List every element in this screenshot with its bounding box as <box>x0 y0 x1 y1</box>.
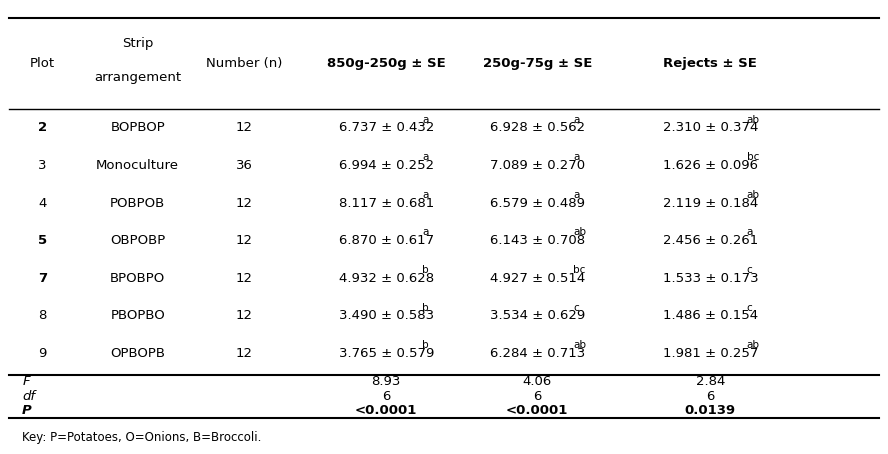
Text: 1.486 ± 0.154: 1.486 ± 0.154 <box>662 309 758 322</box>
Text: 9: 9 <box>38 347 47 360</box>
Text: 12: 12 <box>235 234 253 247</box>
Text: 6.994 ± 0.252: 6.994 ± 0.252 <box>338 159 434 172</box>
Text: F: F <box>22 375 30 388</box>
Text: ab: ab <box>747 340 759 350</box>
Text: 6.870 ± 0.617: 6.870 ± 0.617 <box>338 234 434 247</box>
Text: Strip: Strip <box>122 37 154 49</box>
Text: ab: ab <box>747 190 759 200</box>
Text: 12: 12 <box>235 272 253 285</box>
Text: ab: ab <box>747 114 759 124</box>
Text: 8.117 ± 0.681: 8.117 ± 0.681 <box>338 197 434 209</box>
Text: df: df <box>22 390 36 403</box>
Text: 3.765 ± 0.579: 3.765 ± 0.579 <box>338 347 434 360</box>
Text: <0.0001: <0.0001 <box>506 404 568 417</box>
Text: bc: bc <box>747 152 759 162</box>
Text: 4: 4 <box>38 197 47 209</box>
Text: 6.579 ± 0.489: 6.579 ± 0.489 <box>490 197 584 209</box>
Text: Plot: Plot <box>30 57 55 70</box>
Text: a: a <box>423 227 429 237</box>
Text: a: a <box>747 227 753 237</box>
Text: b: b <box>423 265 429 275</box>
Text: 1.626 ± 0.096: 1.626 ± 0.096 <box>663 159 757 172</box>
Text: 3: 3 <box>38 159 47 172</box>
Text: 2.119 ± 0.184: 2.119 ± 0.184 <box>662 197 758 209</box>
Text: BOPBOP: BOPBOP <box>110 121 165 134</box>
Text: 12: 12 <box>235 347 253 360</box>
Text: PBOPBO: PBOPBO <box>110 309 165 322</box>
Text: 12: 12 <box>235 121 253 134</box>
Text: <0.0001: <0.0001 <box>355 404 417 417</box>
Text: a: a <box>574 190 580 200</box>
Text: Key: P=Potatoes, O=Onions, B=Broccoli.: Key: P=Potatoes, O=Onions, B=Broccoli. <box>22 431 262 444</box>
Text: 8.93: 8.93 <box>371 375 401 388</box>
Text: 8: 8 <box>38 309 47 322</box>
Text: 850g-250g ± SE: 850g-250g ± SE <box>327 57 446 70</box>
Text: a: a <box>423 190 429 200</box>
Text: 6.284 ± 0.713: 6.284 ± 0.713 <box>489 347 585 360</box>
Text: 2.456 ± 0.261: 2.456 ± 0.261 <box>662 234 758 247</box>
Text: 36: 36 <box>235 159 253 172</box>
Text: b: b <box>423 303 429 313</box>
Text: 6.143 ± 0.708: 6.143 ± 0.708 <box>489 234 585 247</box>
Text: 7.089 ± 0.270: 7.089 ± 0.270 <box>489 159 585 172</box>
Text: 1.533 ± 0.173: 1.533 ± 0.173 <box>662 272 758 285</box>
Text: ab: ab <box>574 340 586 350</box>
Text: a: a <box>423 152 429 162</box>
Text: c: c <box>574 303 579 313</box>
Text: a: a <box>574 114 580 124</box>
Text: a: a <box>423 114 429 124</box>
Text: 5: 5 <box>38 234 47 247</box>
Text: b: b <box>423 340 429 350</box>
Text: a: a <box>574 152 580 162</box>
Text: Monoculture: Monoculture <box>96 159 179 172</box>
Text: 6: 6 <box>706 390 715 403</box>
Text: 3.534 ± 0.629: 3.534 ± 0.629 <box>489 309 585 322</box>
Text: BPOBPO: BPOBPO <box>110 272 165 285</box>
Text: Rejects ± SE: Rejects ± SE <box>663 57 757 70</box>
Text: 0.0139: 0.0139 <box>685 404 736 417</box>
Text: 6: 6 <box>533 390 542 403</box>
Text: POBPOB: POBPOB <box>110 197 165 209</box>
Text: c: c <box>747 303 752 313</box>
Text: 6.928 ± 0.562: 6.928 ± 0.562 <box>489 121 585 134</box>
Text: 4.927 ± 0.514: 4.927 ± 0.514 <box>489 272 585 285</box>
Text: 2.84: 2.84 <box>695 375 725 388</box>
Text: 2: 2 <box>38 121 47 134</box>
Text: 4.932 ± 0.628: 4.932 ± 0.628 <box>338 272 434 285</box>
Text: c: c <box>747 265 752 275</box>
Text: ab: ab <box>574 227 586 237</box>
Text: bc: bc <box>574 265 586 275</box>
Text: 1.981 ± 0.257: 1.981 ± 0.257 <box>662 347 758 360</box>
Text: 12: 12 <box>235 197 253 209</box>
Text: 250g-75g ± SE: 250g-75g ± SE <box>482 57 592 70</box>
Text: OBPOBP: OBPOBP <box>110 234 165 247</box>
Text: 12: 12 <box>235 309 253 322</box>
Text: 6: 6 <box>382 390 391 403</box>
Text: OPBOPB: OPBOPB <box>110 347 165 360</box>
Text: 3.490 ± 0.583: 3.490 ± 0.583 <box>338 309 434 322</box>
Text: 7: 7 <box>38 272 47 285</box>
Text: 2.310 ± 0.374: 2.310 ± 0.374 <box>662 121 758 134</box>
Text: 6.737 ± 0.432: 6.737 ± 0.432 <box>338 121 434 134</box>
Text: P: P <box>22 404 32 417</box>
Text: Number (n): Number (n) <box>206 57 282 70</box>
Text: 4.06: 4.06 <box>523 375 551 388</box>
Text: arrangement: arrangement <box>94 71 181 84</box>
